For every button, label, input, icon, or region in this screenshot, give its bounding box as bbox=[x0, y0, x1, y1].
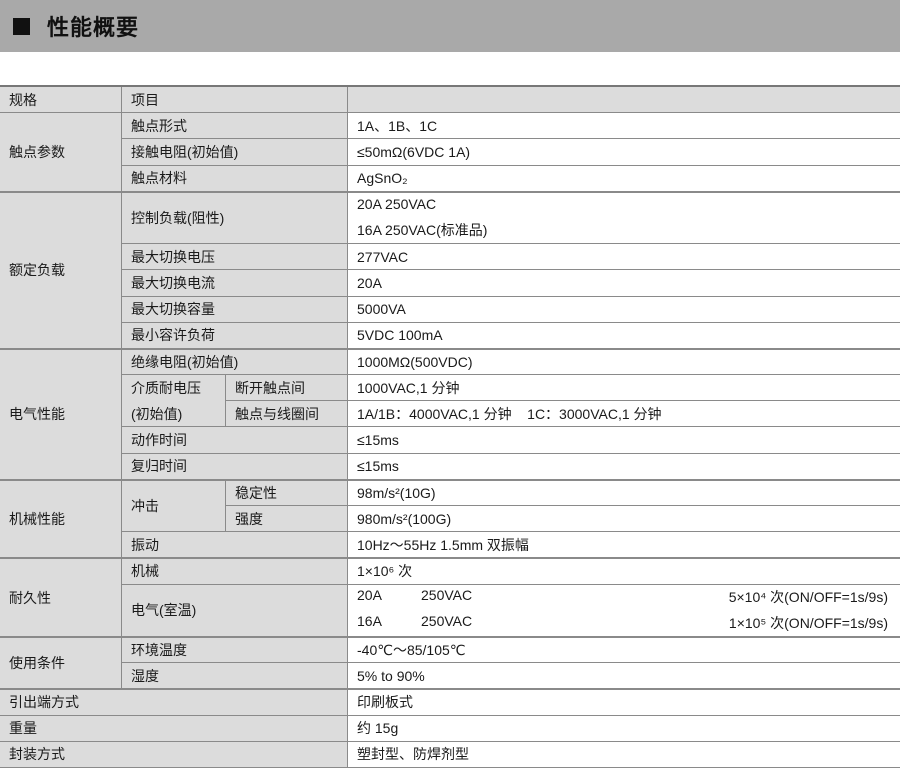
group-conditions: 使用条件 bbox=[0, 636, 122, 690]
item-value: 1000VAC,1 分钟 bbox=[348, 375, 900, 402]
group-electrical: 电气性能 bbox=[0, 348, 122, 480]
item-label: 电气(室温) bbox=[122, 584, 348, 637]
sub-item-label: 断开触点间 bbox=[226, 375, 348, 402]
item-value: 塑封型、防焊剂型 bbox=[348, 741, 900, 768]
cycles: 1×10⁵ 次(ON/OFF=1s/9s) bbox=[728, 615, 888, 632]
group-contact: 触点参数 bbox=[0, 113, 122, 192]
current: 20A bbox=[357, 587, 382, 604]
item-label: 触点材料 bbox=[122, 165, 348, 192]
item-value: ≤15ms bbox=[348, 453, 900, 480]
header-spec: 规格 bbox=[0, 87, 122, 114]
item-value: 约 15g bbox=[348, 715, 900, 742]
current: 16A bbox=[357, 613, 382, 630]
item-label: 介质耐电压 (初始值) bbox=[122, 375, 226, 428]
sub-item-label: 稳定性 bbox=[226, 479, 348, 506]
item-value: 980m/s²(100G) bbox=[348, 506, 900, 533]
item-value: 1×10⁶ 次 bbox=[348, 558, 900, 585]
item-label: 振动 bbox=[122, 532, 348, 559]
value-line: 20A 250VAC bbox=[357, 196, 437, 213]
item-label: 最大切换容量 bbox=[122, 296, 348, 323]
item-label: 接触电阻(初始值) bbox=[122, 139, 348, 166]
square-bullet-icon bbox=[13, 17, 30, 35]
voltage: 250VAC bbox=[421, 587, 473, 604]
item-value: 5VDC 100mA bbox=[348, 322, 900, 349]
value-line: 16A 250VAC(标准品) bbox=[357, 221, 488, 238]
item-value: 5% to 90% bbox=[348, 663, 900, 690]
header-item: 项目 bbox=[122, 87, 348, 114]
group-load: 额定负载 bbox=[0, 191, 122, 349]
cycles: 5×10⁴ 次(ON/OFF=1s/9s) bbox=[728, 589, 888, 606]
item-value: 印刷板式 bbox=[348, 689, 900, 716]
header-value bbox=[348, 87, 900, 114]
item-label: 触点形式 bbox=[122, 113, 348, 140]
item-value: 20A 250VAC 16A 250VAC(标准品) bbox=[348, 191, 900, 245]
item-label: 重量 bbox=[0, 715, 348, 742]
item-label: 绝缘电阻(初始值) bbox=[122, 348, 348, 376]
item-value: -40℃～85/105℃ bbox=[348, 636, 900, 664]
item-label: 控制负载(阻性) bbox=[122, 191, 348, 245]
item-label: 环境温度 bbox=[122, 636, 348, 664]
item-value: ≤50mΩ(6VDC 1A) bbox=[348, 139, 900, 166]
section-title: 性能概要 bbox=[47, 16, 140, 41]
item-label: 湿度 bbox=[122, 663, 348, 690]
voltage: 250VAC bbox=[421, 613, 473, 630]
item-label: 机械 bbox=[122, 558, 348, 585]
item-label: 冲击 bbox=[122, 479, 226, 533]
section-title-bar: 性能概要 bbox=[0, 0, 900, 52]
item-label: 动作时间 bbox=[122, 427, 348, 454]
group-durability: 耐久性 bbox=[0, 558, 122, 637]
item-value: 1A/1B：4000VAC,1 分钟 1C：3000VAC,1 分钟 bbox=[348, 401, 900, 428]
item-value: 20A 250VAC 5×10⁴ 次(ON/OFF=1s/9s) 16A 250VAC… bbox=[348, 584, 900, 637]
label-line: (初始值) bbox=[131, 405, 183, 422]
group-mechanical: 机械性能 bbox=[0, 479, 122, 559]
spec-table: 规格 项目 触点参数 触点形式 1A、1B、1C 接触电阻(初始值) ≤50mΩ… bbox=[0, 85, 900, 768]
label-line: 介质耐电压 bbox=[131, 379, 201, 396]
item-value: 277VAC bbox=[348, 244, 900, 271]
item-value: 1000MΩ(500VDC) bbox=[348, 348, 900, 376]
sub-item-label: 触点与线圈间 bbox=[226, 401, 348, 428]
item-label: 最大切换电压 bbox=[122, 244, 348, 271]
item-label: 封装方式 bbox=[0, 741, 348, 768]
item-value: AgSnO₂ bbox=[348, 165, 900, 192]
item-value: 10Hz～55Hz 1.5mm 双振幅 bbox=[348, 532, 900, 559]
sub-item-label: 强度 bbox=[226, 506, 348, 533]
item-label: 复归时间 bbox=[122, 453, 348, 480]
item-value: 20A bbox=[348, 270, 900, 297]
item-label: 最大切换电流 bbox=[122, 270, 348, 297]
item-value: 1A、1B、1C bbox=[348, 113, 900, 140]
item-value: 5000VA bbox=[348, 296, 900, 323]
item-value: 98m/s²(10G) bbox=[348, 479, 900, 506]
item-label: 最小容许负荷 bbox=[122, 322, 348, 349]
item-label: 引出端方式 bbox=[0, 689, 348, 716]
item-value: ≤15ms bbox=[348, 427, 900, 454]
